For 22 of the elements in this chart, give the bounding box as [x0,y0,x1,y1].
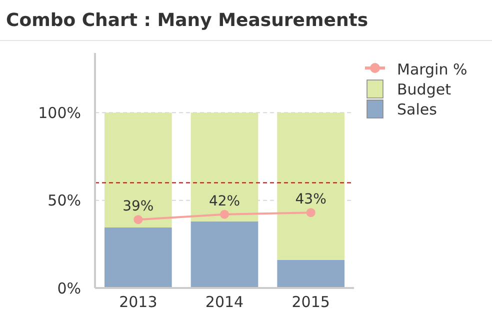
data-label: 39% [122,198,154,215]
bar [277,112,345,260]
y-tick-label: 50% [48,192,81,210]
bar [190,112,258,222]
legend-label: Sales [397,100,438,118]
point [306,208,316,218]
legend-label: Margin % [397,60,468,78]
bar [104,112,172,228]
data-label: 42% [208,193,240,210]
x-tick-label: 2013 [119,293,158,311]
point [134,215,143,224]
y-tick-label: 0% [57,279,81,298]
data-label: 43% [295,192,326,208]
x-tick-label: 2014 [205,293,244,311]
point [220,210,229,219]
bar [104,227,172,288]
x-tick-label: 2015 [292,293,330,311]
bar [277,260,345,288]
legend-label: Budget [397,80,452,98]
y-tick-label: 100% [38,104,81,122]
chart-title: Combo Chart : Many Measurements [6,10,368,31]
bar [190,221,258,288]
